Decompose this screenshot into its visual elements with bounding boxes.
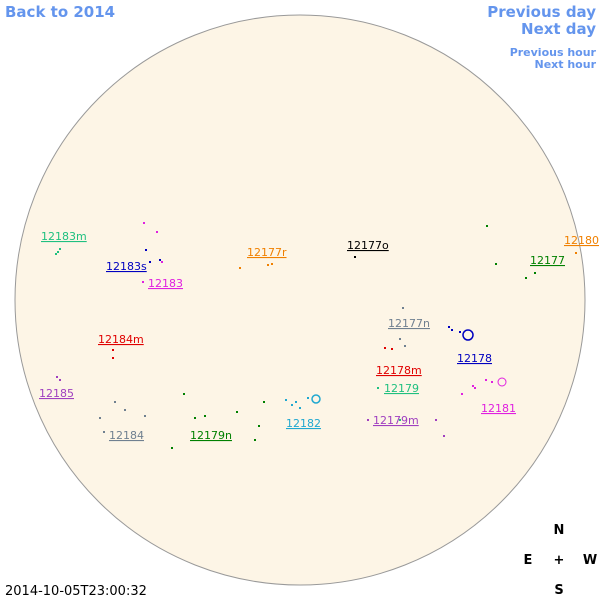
back-link[interactable]: Back to 2014: [5, 3, 115, 21]
spot-marker: [399, 419, 401, 421]
spot-marker: [461, 393, 463, 395]
spot-marker: [57, 251, 59, 253]
spot-marker: [384, 347, 386, 349]
spot-marker: [112, 357, 114, 359]
spot-marker: [103, 431, 105, 433]
spot-marker: [159, 259, 161, 261]
spot-marker: [194, 417, 196, 419]
spot-marker: [391, 348, 393, 350]
spot-marker: [59, 248, 61, 250]
region-label[interactable]: 12177n: [388, 317, 430, 330]
spot-marker: [443, 435, 445, 437]
spot-marker: [367, 419, 369, 421]
region-label[interactable]: 12184: [109, 429, 144, 442]
spot-marker: [486, 225, 488, 227]
region-label[interactable]: 12182: [286, 417, 321, 430]
spot-marker: [435, 419, 437, 421]
region-label[interactable]: 12184m: [98, 333, 144, 346]
spot-marker: [485, 379, 487, 381]
spot-marker: [171, 447, 173, 449]
compass-center: +: [554, 553, 565, 568]
spot-marker: [491, 381, 493, 383]
spot-marker: [271, 263, 273, 265]
spot-ring: [497, 377, 507, 387]
region-label[interactable]: 12177r: [247, 246, 287, 259]
spot-marker: [295, 401, 297, 403]
region-label[interactable]: 12179n: [190, 429, 232, 442]
spot-marker: [258, 425, 260, 427]
region-label[interactable]: 12177: [530, 254, 565, 267]
spot-marker: [144, 415, 146, 417]
spot-marker: [56, 376, 58, 378]
spot-ring: [311, 394, 321, 404]
region-label[interactable]: 12183s: [106, 260, 147, 273]
region-label[interactable]: 12180: [564, 234, 599, 247]
region-label[interactable]: 12183m: [41, 230, 87, 243]
spot-marker: [402, 307, 404, 309]
solar-disk: [14, 14, 586, 586]
spot-marker: [142, 281, 144, 283]
spot-marker: [575, 252, 577, 254]
spot-marker: [459, 331, 461, 333]
spot-marker: [149, 261, 151, 263]
previous-day-link[interactable]: Previous day: [487, 3, 596, 21]
spot-marker: [143, 222, 145, 224]
spot-marker: [448, 326, 450, 328]
spot-marker: [267, 264, 269, 266]
spot-marker: [404, 345, 406, 347]
spot-marker: [55, 253, 57, 255]
region-label[interactable]: 12179: [384, 382, 419, 395]
spot-marker: [291, 404, 293, 406]
spot-marker: [204, 415, 206, 417]
region-label[interactable]: 12183: [148, 277, 183, 290]
spot-marker: [377, 387, 379, 389]
region-label[interactable]: 12178: [457, 352, 492, 365]
spot-ring: [462, 329, 474, 341]
spot-marker: [399, 338, 401, 340]
region-label[interactable]: 12181: [481, 402, 516, 415]
spot-marker: [239, 267, 241, 269]
spot-marker: [99, 417, 101, 419]
spot-marker: [114, 401, 116, 403]
spot-marker: [495, 263, 497, 265]
compass-west: W: [583, 553, 597, 568]
spot-marker: [254, 439, 256, 441]
spot-marker: [472, 385, 474, 387]
spot-marker: [525, 277, 527, 279]
spot-marker: [124, 409, 126, 411]
region-label[interactable]: 12178m: [376, 364, 422, 377]
spot-marker: [236, 411, 238, 413]
spot-marker: [299, 407, 301, 409]
spot-marker: [307, 397, 309, 399]
spot-marker: [474, 387, 476, 389]
spot-marker: [161, 261, 163, 263]
compass-north: N: [554, 523, 565, 538]
spot-marker: [354, 256, 356, 258]
next-hour-link[interactable]: Next hour: [535, 58, 597, 71]
compass-east: E: [524, 553, 533, 568]
spot-marker: [112, 349, 114, 351]
timestamp: 2014-10-05T23:00:32: [5, 584, 147, 599]
spot-marker: [156, 231, 158, 233]
spot-marker: [263, 401, 265, 403]
region-label[interactable]: 12179m: [373, 414, 419, 427]
spot-marker: [183, 393, 185, 395]
spot-marker: [451, 329, 453, 331]
compass-south: S: [554, 583, 563, 598]
spot-marker: [285, 399, 287, 401]
region-label[interactable]: 12177o: [347, 239, 389, 252]
spot-marker: [534, 272, 536, 274]
region-label[interactable]: 12185: [39, 387, 74, 400]
next-day-link[interactable]: Next day: [521, 20, 596, 38]
spot-marker: [145, 249, 147, 251]
spot-marker: [59, 379, 61, 381]
previous-hour-link[interactable]: Previous hour: [510, 46, 597, 59]
